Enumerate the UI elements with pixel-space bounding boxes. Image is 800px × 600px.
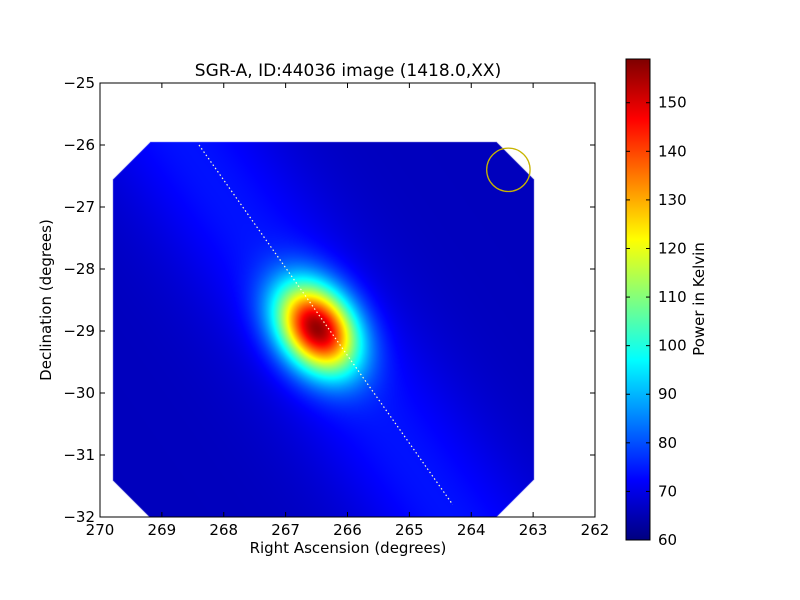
colorbar-gradient [625, 58, 651, 541]
scan-line [198, 144, 454, 505]
colorbar-tick-label: 90 [658, 385, 677, 403]
colorbar-tick-label: 120 [658, 239, 687, 257]
colorbar-tick-label: 150 [658, 94, 687, 112]
x-axis: 270 269 268 267 266 265 264 263 262 [86, 83, 610, 539]
x-tick-label: 269 [148, 521, 177, 539]
colorbar: 60 70 80 90 100 110 120 130 140 150 Power in Kelv… [625, 58, 708, 549]
y-tick-label: −29 [63, 322, 95, 340]
colorbar-tick-label: 80 [658, 434, 677, 452]
y-tick-label: −32 [63, 508, 95, 526]
x-tick-label: 270 [86, 521, 115, 539]
x-tick-label: 263 [519, 521, 548, 539]
y-tick-label: −26 [63, 136, 95, 154]
y-tick-label: −28 [63, 260, 95, 278]
x-tick-label: 266 [333, 521, 362, 539]
heatmap-image [100, 83, 595, 517]
x-tick-label: 265 [395, 521, 424, 539]
beam-circle [486, 147, 531, 193]
y-tick-label: −31 [63, 446, 95, 464]
y-axis-label: Declination (degrees) [37, 219, 55, 381]
x-tick-label: 262 [581, 521, 610, 539]
y-tick-label: −30 [63, 384, 95, 402]
x-tick-label: 268 [209, 521, 238, 539]
colorbar-tick-label: 140 [658, 142, 687, 160]
y-tick-label: −27 [63, 198, 95, 216]
plot-area [99, 82, 596, 518]
colorbar-tick-label: 130 [658, 191, 687, 209]
colorbar-tick-label: 70 [658, 482, 677, 500]
colorbar-tick-label: 100 [658, 337, 687, 355]
chart-title: SGR-A, ID:44036 image (1418.0,XX) [195, 61, 501, 81]
x-axis-label: Right Ascension (degrees) [250, 539, 447, 557]
colorbar-tick-label: 110 [658, 288, 687, 306]
colorbar-label: Power in Kelvin [690, 242, 708, 356]
colorbar-ticks: 60 70 80 90 100 110 120 130 140 150 [626, 94, 687, 549]
x-tick-label: 267 [271, 521, 300, 539]
colorbar-tick-label: 60 [658, 531, 677, 549]
x-tick-label: 264 [457, 521, 486, 539]
overlay [198, 144, 531, 505]
y-axis: −25 −26 −27 −28 −29 −30 −31 −32 [63, 74, 595, 526]
y-tick-label: −25 [63, 74, 95, 92]
